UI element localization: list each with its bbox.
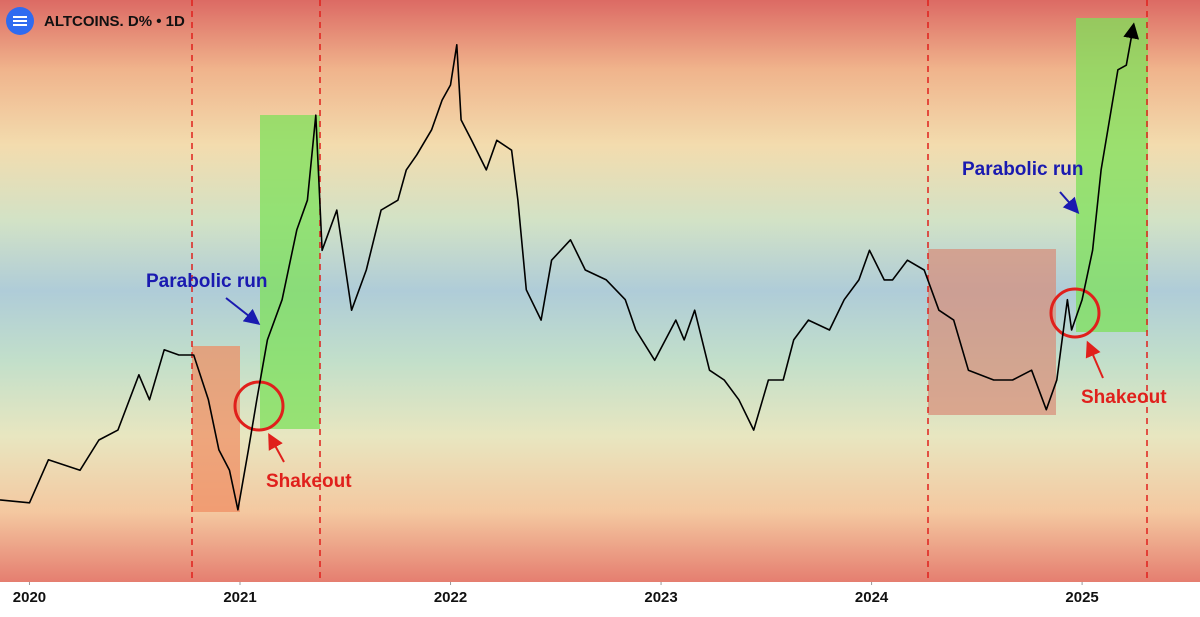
x-tick-label: 2024 (855, 589, 889, 606)
drawdown-zone (928, 249, 1056, 415)
x-tick-label: 2020 (13, 589, 46, 606)
x-tick-label: 2021 (223, 589, 256, 606)
arrow (1085, 340, 1104, 379)
arrow (268, 432, 285, 463)
annotation: Shakeout (266, 471, 352, 492)
arrow (225, 297, 261, 325)
x-tick-label: 2023 (644, 589, 677, 606)
annotation: Parabolic run (962, 159, 1083, 180)
annotation: Parabolic run (146, 271, 267, 292)
shakeout-circle (233, 380, 285, 432)
x-tick-label: 2025 (1065, 589, 1098, 606)
logo-icon (13, 16, 27, 26)
shakeout-circle (1049, 287, 1101, 339)
arrow (1059, 191, 1080, 215)
chart-title: ALTCOINS. D% • 1D (44, 13, 185, 30)
price-line (0, 22, 1140, 511)
annotation: Shakeout (1081, 387, 1167, 408)
x-tick-label: 2022 (434, 589, 467, 606)
cycle-markers (191, 0, 1148, 582)
rally-zone (1076, 18, 1148, 332)
